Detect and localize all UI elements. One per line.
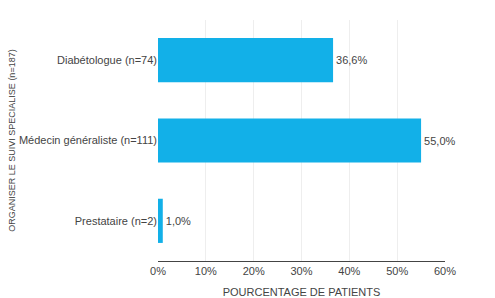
svg-text:36,6%: 36,6% — [336, 54, 367, 66]
svg-text:55,0%: 55,0% — [424, 135, 455, 147]
svg-text:60%: 60% — [434, 265, 456, 277]
svg-text:Diabétologue (n=74): Diabétologue (n=74) — [57, 54, 157, 66]
svg-text:ORGANISER LE SUIVI SPECIALISE: ORGANISER LE SUIVI SPECIALISE (n=187) — [7, 49, 17, 231]
svg-text:30%: 30% — [290, 265, 312, 277]
svg-text:POURCENTAGE DE PATIENTS: POURCENTAGE DE PATIENTS — [223, 286, 381, 298]
svg-text:20%: 20% — [243, 265, 265, 277]
svg-text:40%: 40% — [338, 265, 360, 277]
svg-text:Prestataire (n=2): Prestataire (n=2) — [75, 215, 157, 227]
svg-text:10%: 10% — [195, 265, 217, 277]
svg-text:Médecin généraliste (n=111): Médecin généraliste (n=111) — [19, 134, 157, 146]
svg-text:0%: 0% — [150, 265, 166, 277]
svg-text:50%: 50% — [386, 265, 408, 277]
svg-text:1,0%: 1,0% — [166, 215, 191, 227]
